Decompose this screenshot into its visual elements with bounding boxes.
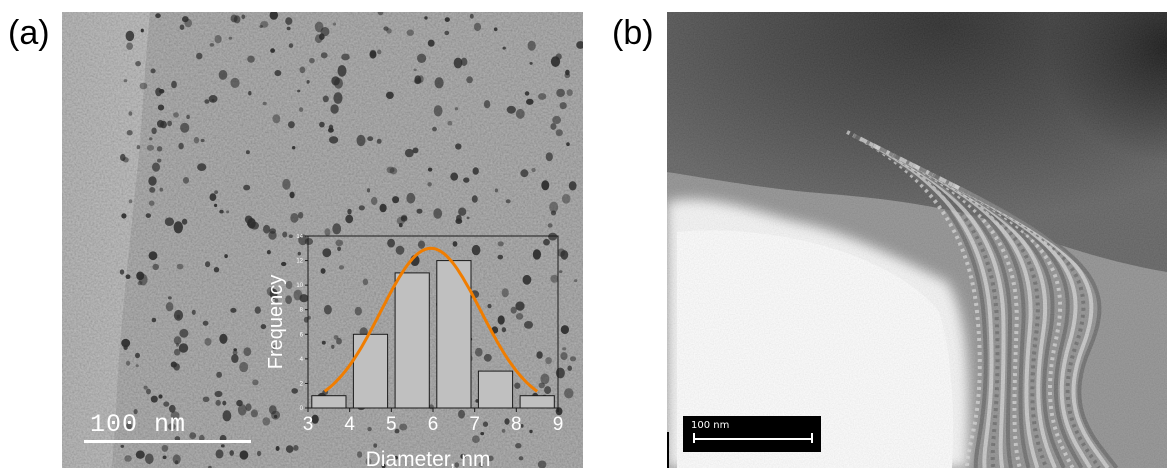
histogram-ylabel: Frequency <box>268 275 287 370</box>
x-tick-label: 4 <box>344 414 355 435</box>
y-tick-label: 4 <box>300 357 304 363</box>
y-tick-label: 10 <box>296 283 303 289</box>
tem-texture-b <box>667 12 1167 468</box>
panel-b-label: (b) <box>612 14 654 52</box>
histogram-bar-4 <box>477 370 514 409</box>
histogram-bar-5 <box>519 395 555 409</box>
y-tick-label: 14 <box>296 234 303 240</box>
diameter-histogram: 3 4 5 6 7 8 9 0 2 4 6 8 10 12 14 Frequency Diameter, … <box>268 234 564 468</box>
scale-bar-label-b: 100 nm <box>691 420 730 431</box>
x-tick-label: 8 <box>511 414 522 435</box>
scale-bar-label-a: 100 nm <box>90 410 187 439</box>
scale-bar-a <box>84 440 251 443</box>
histogram-bar-0 <box>311 395 347 409</box>
scale-bar-box-b: 100 nm <box>683 416 821 452</box>
tem-image-a: 100 nm 3 4 5 6 7 8 9 0 2 4 6 8 10 12 14 Frequency Dia… <box>62 12 583 468</box>
y-tick-label: 6 <box>300 332 304 338</box>
tem-texture-a <box>62 12 583 468</box>
panel-a-label: (a) <box>8 14 50 52</box>
y-tick-label: 0 <box>300 406 304 412</box>
histogram-bar-2 <box>394 272 430 409</box>
histogram-xlabel: Diameter, nm <box>366 448 491 468</box>
gaussian-fit-curve <box>323 246 539 393</box>
scale-bar-cap-right <box>811 433 813 443</box>
x-tick-label: 7 <box>469 414 480 435</box>
histogram-bar-1 <box>352 333 389 409</box>
scale-bar-b <box>693 438 813 440</box>
tem-image-b: 100 nm <box>667 12 1167 468</box>
y-tick-label: 12 <box>296 259 303 265</box>
histogram-frame <box>307 235 559 409</box>
y-tick-label: 8 <box>300 308 304 314</box>
x-tick-label: 3 <box>303 414 314 435</box>
y-tick-label: 2 <box>300 381 304 387</box>
x-tick-label: 5 <box>386 414 397 435</box>
x-tick-label: 9 <box>553 414 564 435</box>
histogram-bar-3 <box>436 260 472 409</box>
x-tick-label: 6 <box>428 414 439 435</box>
scale-bar-cap-left <box>693 433 695 443</box>
